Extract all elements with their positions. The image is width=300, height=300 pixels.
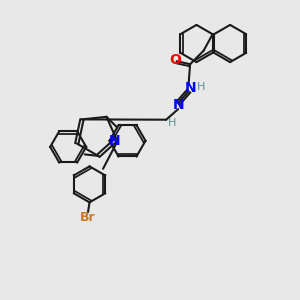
Text: O: O <box>169 53 181 67</box>
Text: N: N <box>172 98 184 112</box>
Text: N: N <box>108 134 120 148</box>
Text: N: N <box>184 81 196 95</box>
Text: H: H <box>197 82 206 92</box>
Text: Br: Br <box>80 212 96 224</box>
Text: H: H <box>168 118 176 128</box>
